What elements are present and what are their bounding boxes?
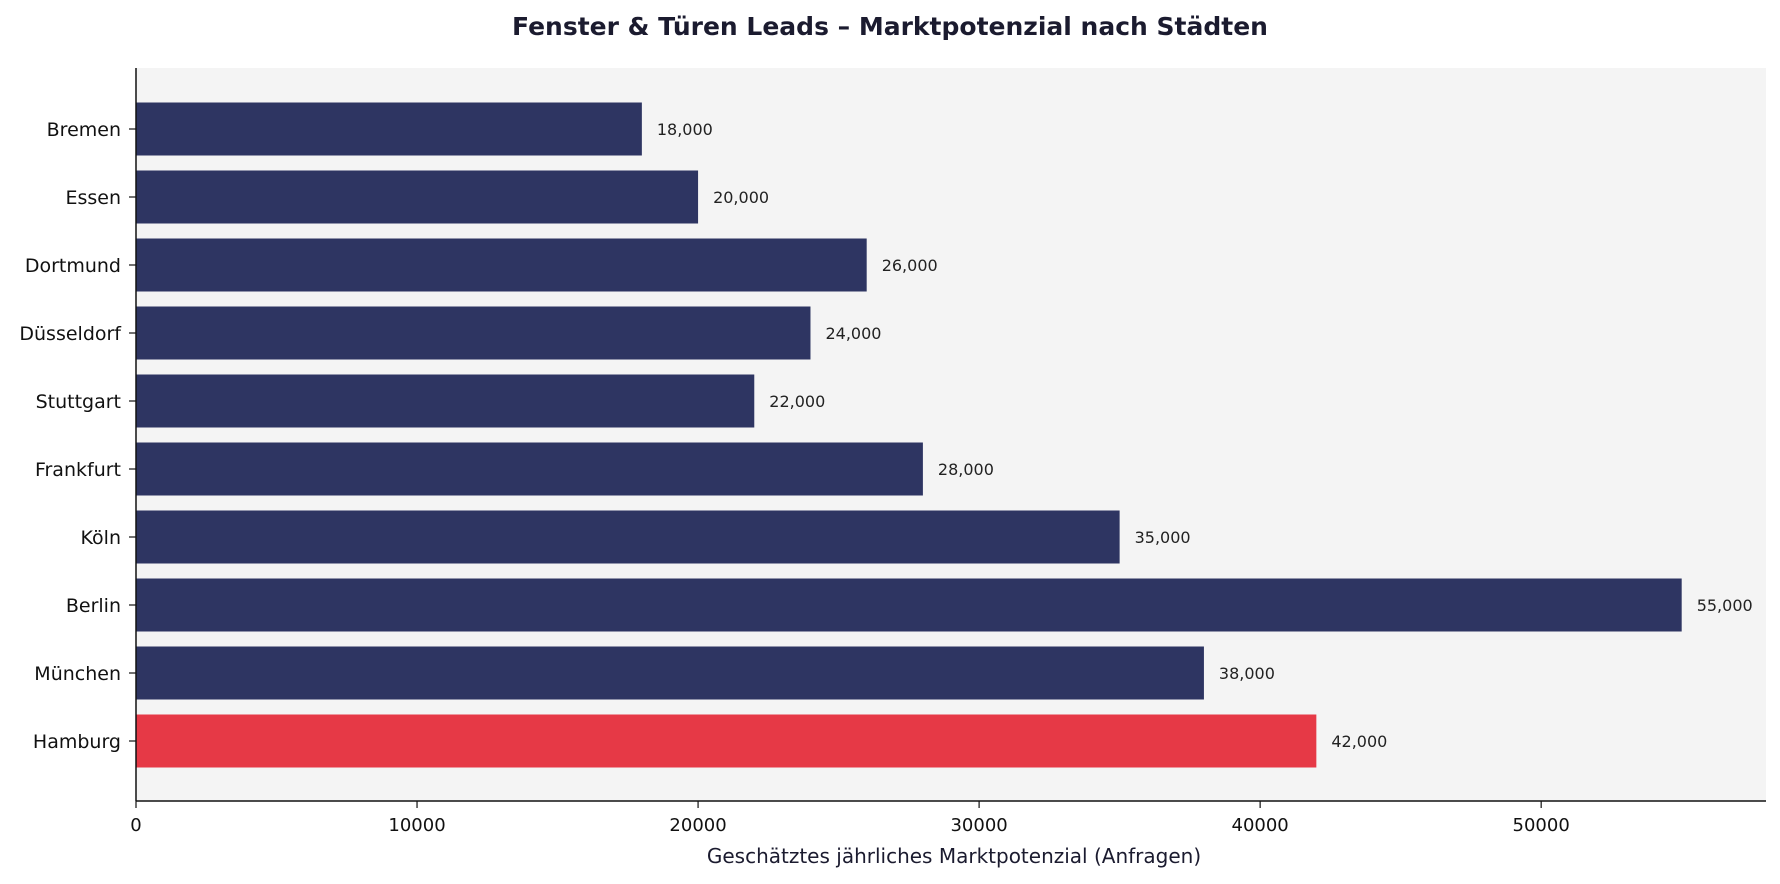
data-label-dortmund: 26,000 (882, 256, 938, 275)
x-tick-label-40000: 40000 (1232, 815, 1289, 836)
bar-köln (136, 510, 1120, 564)
bar-frankfurt (136, 442, 923, 496)
category-label-dortmund: Dortmund (25, 255, 121, 277)
category-label-stuttgart: Stuttgart (36, 391, 121, 413)
data-label-münchen: 38,000 (1219, 664, 1275, 683)
category-label-düsseldorf: Düsseldorf (19, 323, 122, 345)
x-tick-label-10000: 10000 (388, 815, 445, 836)
bar-münchen (136, 646, 1204, 700)
bar-essen (136, 170, 699, 224)
category-label-essen: Essen (65, 187, 121, 209)
data-label-köln: 35,000 (1135, 528, 1191, 547)
category-label-hamburg: Hamburg (33, 731, 121, 753)
bar-hamburg (136, 714, 1317, 768)
data-label-berlin: 55,000 (1697, 596, 1753, 615)
bar-berlin (136, 578, 1682, 632)
data-label-frankfurt: 28,000 (938, 460, 994, 479)
bar-düsseldorf (136, 306, 811, 360)
data-label-düsseldorf: 24,000 (825, 324, 881, 343)
bar-bremen (136, 102, 642, 156)
category-label-köln: Köln (81, 527, 121, 549)
chart-title: Fenster & Türen Leads – Marktpotenzial n… (512, 12, 1268, 41)
bars-group: 42,000 38,000 55,000 35,000 28,000 22,000 24,0… (136, 102, 1753, 768)
x-axis-label: Geschätztes jährliches Marktpotenzial (A… (707, 844, 1201, 868)
category-label-münchen: München (34, 663, 121, 685)
data-label-bremen: 18,000 (657, 120, 713, 139)
data-label-hamburg: 42,000 (1331, 732, 1387, 751)
x-tick-label-30000: 30000 (950, 815, 1007, 836)
data-label-essen: 20,000 (713, 188, 769, 207)
category-label-frankfurt: Frankfurt (35, 459, 121, 481)
x-tick-label-0: 0 (130, 815, 141, 836)
category-label-berlin: Berlin (66, 595, 121, 617)
category-labels-group: Hamburg München Berlin Köln Frankfurt Stuttga… (19, 119, 136, 753)
bar-dortmund (136, 238, 867, 292)
category-label-bremen: Bremen (47, 119, 121, 141)
data-label-stuttgart: 22,000 (769, 392, 825, 411)
x-tick-label-20000: 20000 (669, 815, 726, 836)
bar-stuttgart (136, 374, 755, 428)
x-tick-label-50000: 50000 (1513, 815, 1570, 836)
x-ticks-group: 0 10000 20000 30000 40000 50000 (130, 801, 1570, 836)
